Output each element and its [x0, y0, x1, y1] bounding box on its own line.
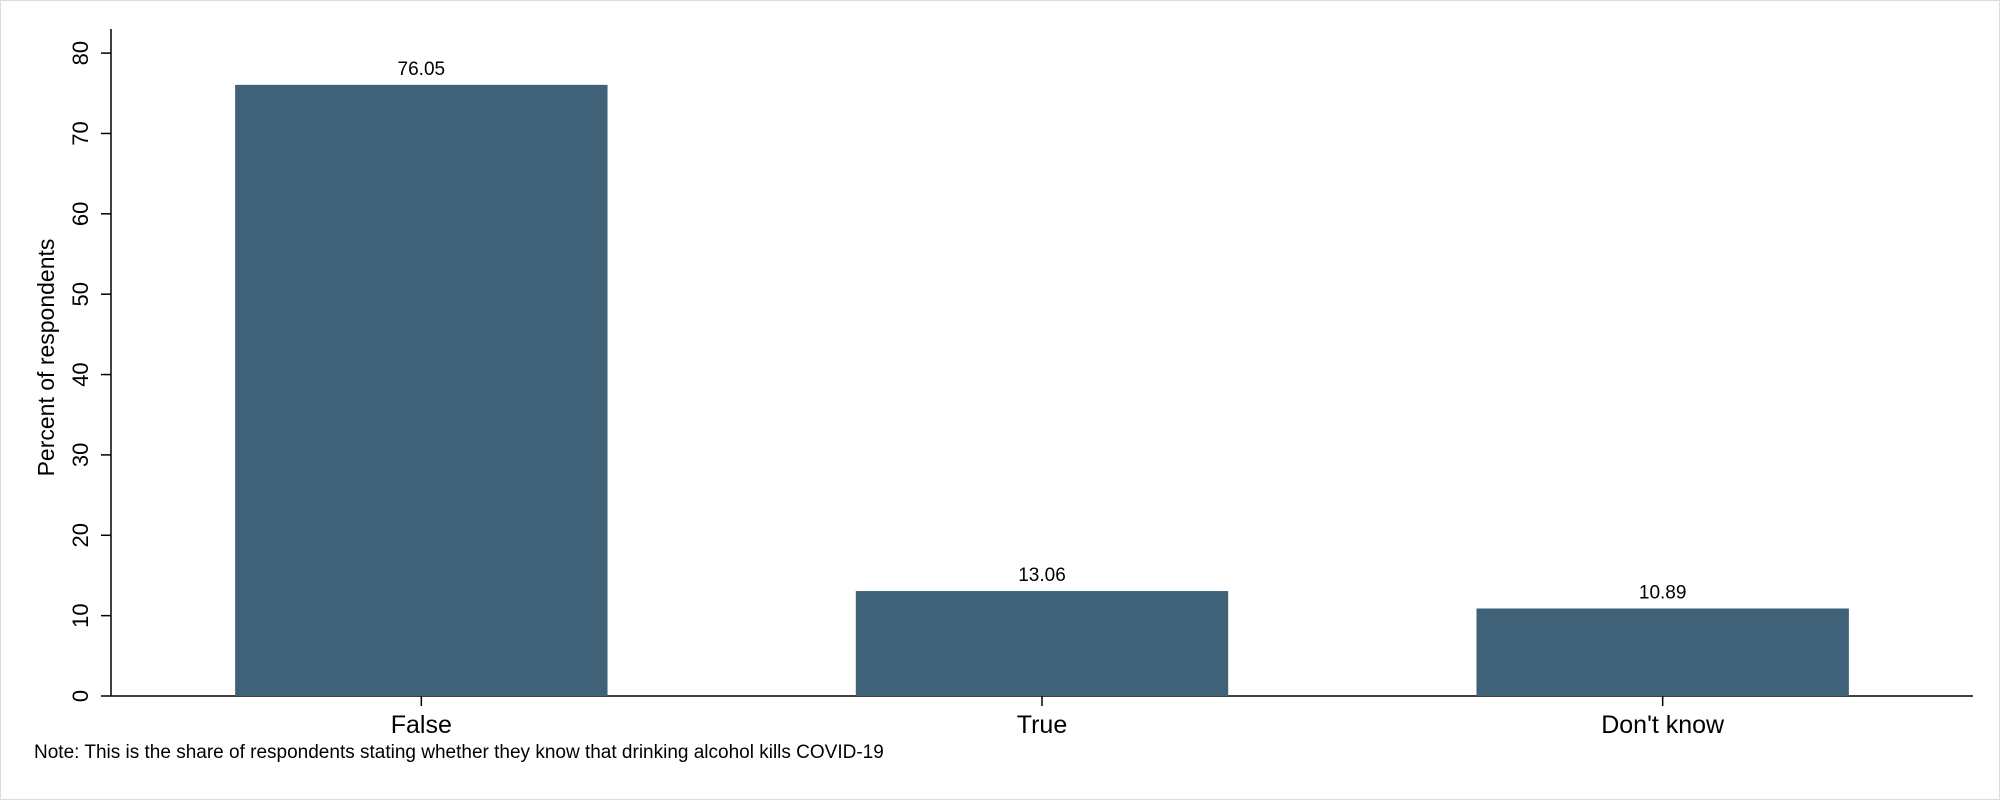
y-axis: 0 10 20 30 40 50 60 70 80 — [68, 29, 112, 702]
y-tick-label: 30 — [68, 443, 93, 467]
bar — [855, 591, 1229, 696]
x-tick-label: True — [1017, 711, 1067, 739]
bars — [235, 84, 1849, 697]
y-tick-label: 50 — [68, 282, 93, 306]
bar — [235, 84, 608, 697]
bar — [1476, 608, 1849, 696]
x-tick-label: False — [391, 711, 452, 739]
y-tick-label: 70 — [68, 121, 93, 145]
y-tick-label: 80 — [68, 41, 93, 65]
data-label: 76.05 — [398, 59, 446, 80]
y-tick-label: 10 — [68, 603, 93, 627]
chart-note: Note: This is the share of respondents s… — [34, 742, 884, 763]
data-labels: 76.05 13.06 10.89 — [398, 59, 1687, 604]
y-axis-title: Percent of respondents — [33, 239, 59, 477]
data-label: 13.06 — [1018, 565, 1066, 586]
x-axis: False True Don't know — [111, 695, 1973, 739]
y-tick-label: 40 — [68, 362, 93, 386]
y-tick-label: 20 — [68, 523, 93, 547]
y-tick-label: 60 — [68, 202, 93, 226]
y-tick-label: 0 — [68, 690, 93, 702]
x-tick-label: Don't know — [1601, 711, 1725, 739]
data-label: 10.89 — [1639, 582, 1687, 603]
